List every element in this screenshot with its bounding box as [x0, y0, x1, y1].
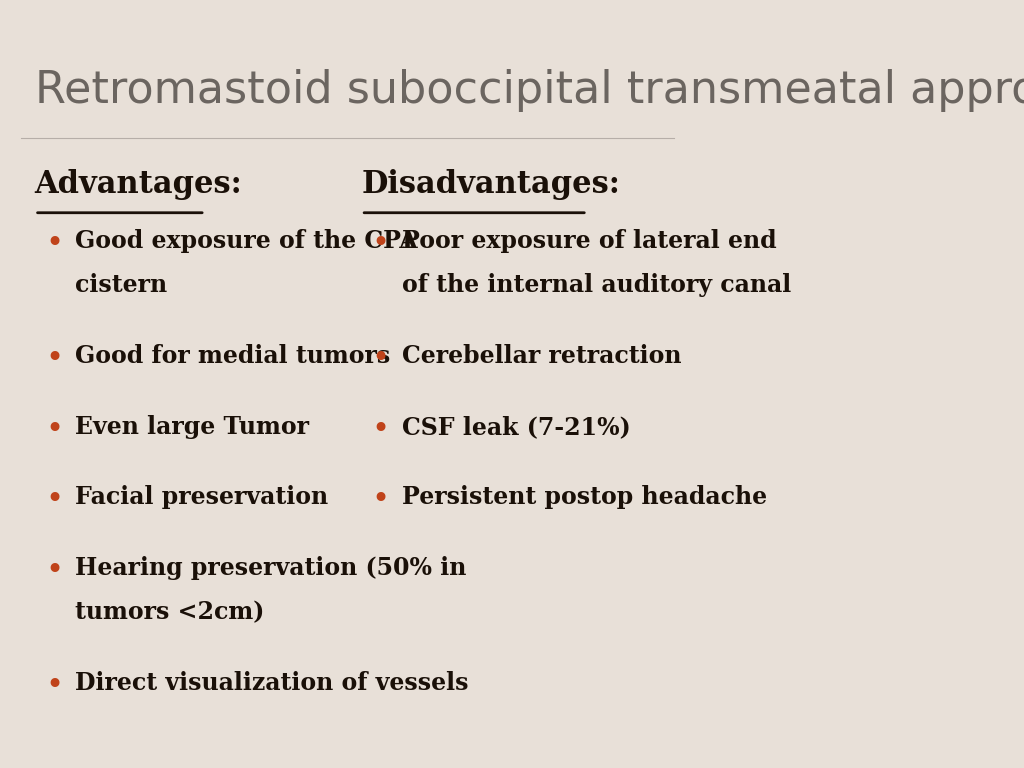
Text: tumors <2cm): tumors <2cm): [75, 601, 264, 624]
Text: •: •: [45, 415, 63, 444]
Text: Cerebellar retraction: Cerebellar retraction: [401, 344, 681, 368]
Text: •: •: [372, 485, 390, 515]
Text: •: •: [372, 344, 390, 373]
Text: Facial preservation: Facial preservation: [75, 485, 328, 509]
Text: cistern: cistern: [75, 273, 167, 297]
Text: Good for medial tumors: Good for medial tumors: [75, 344, 390, 368]
Text: Hearing preservation (50% in: Hearing preservation (50% in: [75, 556, 466, 580]
Text: Poor exposure of lateral end: Poor exposure of lateral end: [401, 229, 776, 253]
Text: •: •: [372, 229, 390, 258]
Text: •: •: [45, 229, 63, 258]
Text: Persistent postop headache: Persistent postop headache: [401, 485, 767, 509]
FancyBboxPatch shape: [7, 8, 688, 760]
Text: of the internal auditory canal: of the internal auditory canal: [401, 273, 791, 297]
Text: Retromastoid suboccipital transmeatal approach: Retromastoid suboccipital transmeatal ap…: [35, 69, 1024, 112]
Text: •: •: [372, 415, 390, 444]
Text: •: •: [45, 671, 63, 700]
Text: Advantages:: Advantages:: [35, 169, 243, 200]
Text: Disadvantages:: Disadvantages:: [361, 169, 621, 200]
Text: CSF leak (7-21%): CSF leak (7-21%): [401, 415, 631, 439]
Text: Even large Tumor: Even large Tumor: [75, 415, 309, 439]
Text: •: •: [45, 344, 63, 373]
Text: Direct visualization of vessels: Direct visualization of vessels: [75, 671, 469, 695]
Text: •: •: [45, 485, 63, 515]
Text: •: •: [45, 556, 63, 585]
Text: Good exposure of the CPA: Good exposure of the CPA: [75, 229, 418, 253]
